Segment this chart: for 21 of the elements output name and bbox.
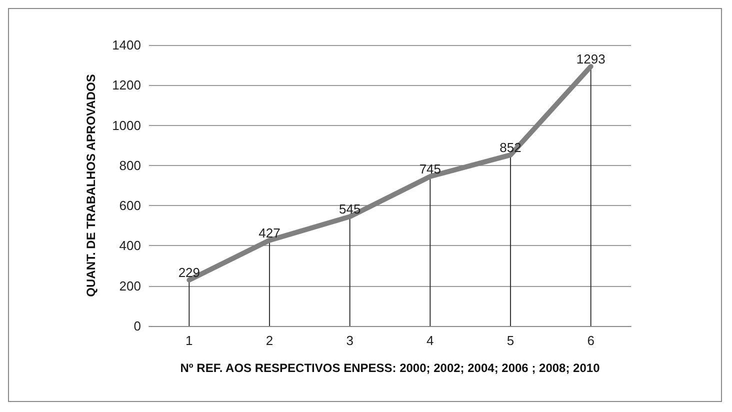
x-tick-label: 3 [346,333,354,348]
y-axis-title: QUANT. DE TRABALHOS APROVADOS [84,74,98,297]
y-tick-label: 1000 [112,118,141,133]
data-label: 229 [178,265,200,280]
y-tick-label: 800 [119,158,141,173]
x-tick-label: 1 [186,333,193,348]
y-tick-label: 1200 [112,78,141,93]
data-label: 745 [419,161,442,176]
data-label: 1293 [576,51,606,66]
y-tick-label: 200 [119,278,141,294]
y-tick-label: 0 [134,318,141,334]
x-tick-label: 5 [506,333,514,348]
x-axis-title: Nº REF. AOS RESPECTIVOS ENPESS: 2000; 2002; 2004; 2006 ; 2008; 2010 [180,361,600,375]
x-tick-label: 4 [426,333,434,348]
y-tick-label: 600 [119,198,141,214]
x-tick-label: 6 [587,333,594,348]
y-tick-label: 400 [119,238,141,254]
x-tick-label: 2 [266,333,274,348]
data-label: 545 [338,202,361,217]
y-tick-label: 1400 [112,38,141,52]
data-label: 427 [258,225,280,240]
